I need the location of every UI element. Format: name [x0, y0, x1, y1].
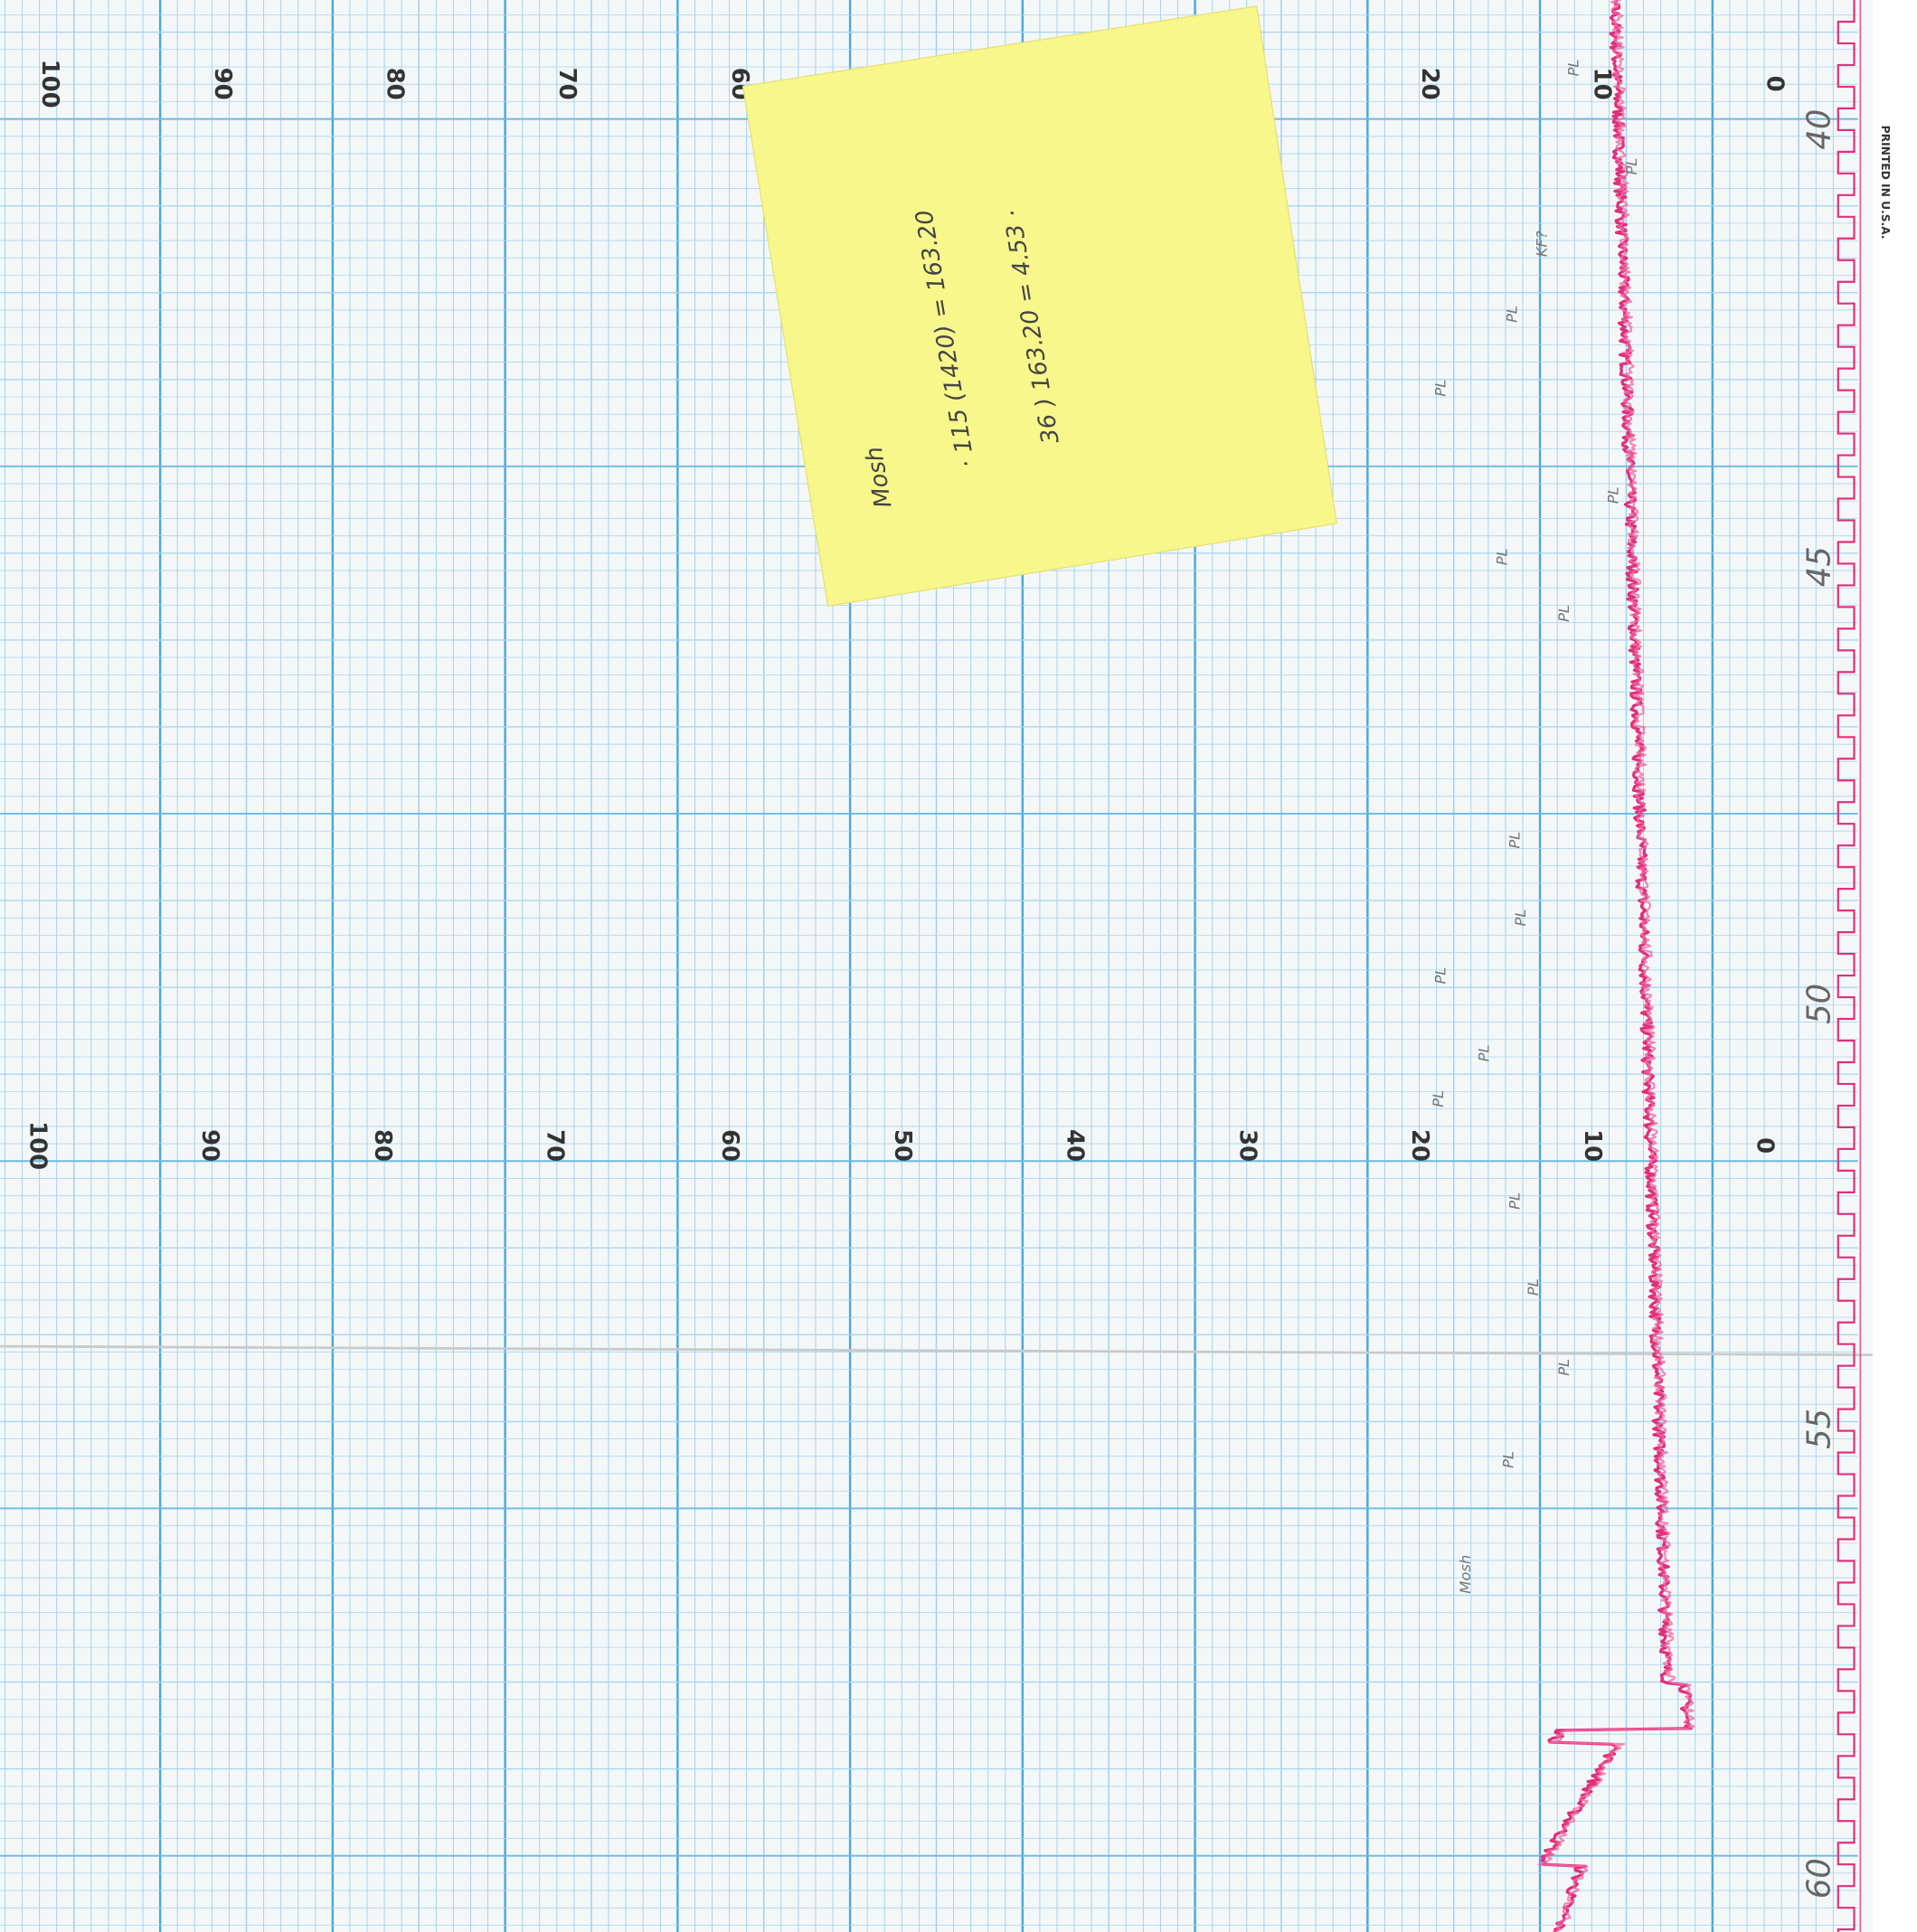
page: 10090807060201001009080706050403020100PR… — [0, 0, 1917, 1932]
trace-note: Mosh — [1457, 1555, 1474, 1594]
margin-mark: 45 — [1801, 546, 1838, 587]
scale-label: 100 — [24, 1121, 51, 1170]
scale-label: 80 — [381, 68, 408, 100]
margin-mark: 40 — [1801, 109, 1838, 150]
trace-note: PL — [1500, 1451, 1517, 1468]
scale-label: 40 — [1062, 1129, 1089, 1162]
trace-note: PL — [1506, 1192, 1523, 1210]
scale-label: 20 — [1416, 68, 1443, 100]
scale-label: 80 — [369, 1129, 396, 1162]
scale-label: 50 — [889, 1129, 916, 1162]
scale-label: 10 — [1579, 1129, 1606, 1162]
trace-note: PL — [1512, 909, 1529, 927]
trace-note: PL — [1604, 486, 1621, 504]
scale-label: 90 — [196, 1129, 223, 1162]
scale-label: 60 — [716, 1129, 743, 1162]
trace-note: PL — [1504, 306, 1521, 323]
trace-note: KF? — [1533, 231, 1550, 257]
trace-note: PL — [1525, 1278, 1542, 1296]
scale-label: 20 — [1406, 1129, 1433, 1162]
trace-note: PL — [1494, 548, 1511, 565]
trace-note: PL — [1506, 832, 1523, 849]
trace-note: PL — [1623, 157, 1640, 174]
chart-paper-scan: 10090807060201001009080706050403020100PR… — [0, 0, 1917, 1932]
scale-label: 10 — [1589, 68, 1616, 100]
trace-note: PL — [1432, 967, 1450, 985]
scale-label: 90 — [209, 68, 236, 100]
scale-label: 70 — [542, 1129, 569, 1162]
scale-label: 0 — [1761, 76, 1788, 92]
trace-note: PL — [1555, 1359, 1572, 1376]
margin-mark: 55 — [1801, 1409, 1838, 1449]
trace-note: PL — [1555, 605, 1572, 622]
margin-mark: 60 — [1801, 1858, 1838, 1899]
margin-mark: 50 — [1801, 984, 1838, 1024]
trace-note: PL — [1430, 1090, 1447, 1107]
scale-label: 70 — [553, 68, 581, 100]
scale-label: 100 — [36, 60, 63, 108]
trace-note: PL — [1475, 1044, 1492, 1061]
scale-label: 0 — [1752, 1137, 1779, 1154]
trace-note: PL — [1565, 59, 1582, 76]
scale-label: 30 — [1233, 1129, 1261, 1162]
trace-note: PL — [1432, 380, 1450, 397]
imprint: PRINTED IN U.S.A. — [1879, 126, 1892, 240]
